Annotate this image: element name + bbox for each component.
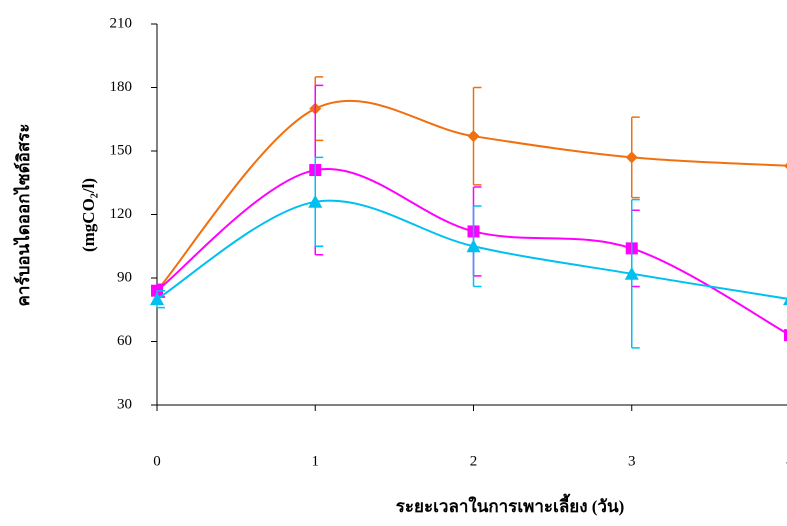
x-axis-title: ระยะเวลาในการเพาะเลี้ยง (วัน) (396, 493, 625, 516)
y-tick-label: 60 (117, 333, 132, 349)
y-tick-label: 180 (110, 79, 133, 95)
x-tick-label: 1 (312, 453, 320, 469)
x-tick-label: 3 (628, 453, 636, 469)
x-tick-label: 2 (470, 453, 478, 469)
marker (468, 130, 480, 142)
y-tick-label: 30 (117, 396, 132, 412)
y-axis-title-unit: (mgCO₂/l) (79, 178, 98, 252)
y-axis-title: คาร์บอนไดออกไซด์อิสระ (13, 124, 33, 307)
chart: คาร์บอนไดออกไซด์อิสระ (mgCO₂/l) ระยะเวลา… (0, 0, 787, 526)
x-tick-label: 0 (153, 453, 161, 469)
y-tick-label: 150 (110, 142, 133, 158)
series-line (157, 101, 787, 291)
y-tick-label: 120 (110, 206, 133, 222)
y-tick-label: 210 (110, 15, 133, 31)
y-tick-label: 90 (117, 269, 132, 285)
marker (626, 151, 638, 163)
